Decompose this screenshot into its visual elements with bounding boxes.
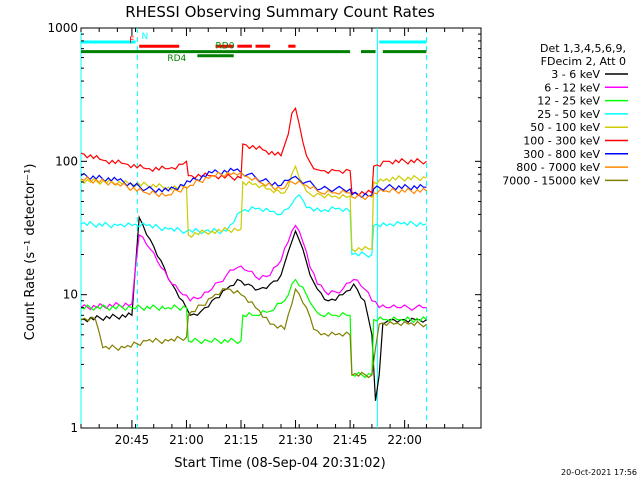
x-tick-label: 21:45 [333, 433, 368, 447]
legend-entry-label: 6 - 12 keV [544, 81, 600, 94]
series-line-5 [80, 106, 427, 197]
legend-entry-label: 100 - 300 keV [523, 135, 600, 148]
legend-header: FDecim 2, Att 0 [541, 55, 626, 68]
render-timestamp: 20-Oct-2021 17:56 [561, 468, 637, 477]
x-tick-label: 21:30 [278, 433, 313, 447]
flag-label-f: F [129, 36, 134, 46]
legend-entry-label: 800 - 7000 keV [516, 161, 600, 174]
legend-header: Det 1,3,4,5,6,9, [540, 42, 626, 55]
x-axis: 20:45 21:00 21:15 21:30 21:45 22:00 [80, 28, 482, 447]
legend-entry-label: 3 - 6 keV [551, 68, 600, 81]
legend-entry-label: 12 - 25 keV [537, 95, 600, 108]
legend-entry-label: 25 - 50 keV [537, 108, 600, 121]
x-tick-label: 22:00 [387, 433, 422, 447]
y-tick-label: 1 [70, 421, 78, 435]
series-line-2 [80, 278, 427, 379]
x-axis-label: Start Time (08-Sep-04 20:31:02) [174, 456, 385, 471]
y-tick-label: 1000 [47, 21, 78, 35]
series-line-6 [80, 167, 427, 199]
chart-title: RHESSI Observing Summary Count Rates [125, 3, 435, 21]
y-tick-label: 100 [55, 154, 78, 168]
x-tick-label: 20:45 [115, 433, 150, 447]
x-tick-label: 21:15 [224, 433, 259, 447]
flag-label-n: N [142, 32, 149, 42]
series-line-1 [80, 224, 427, 311]
y-axis: 1 10 100 1000 [47, 21, 481, 435]
series-lines [80, 106, 427, 401]
plot-border [80, 27, 482, 429]
y-tick-label: 10 [63, 288, 78, 302]
y-axis-label: Count Rate (s⁻¹ detector⁻¹) [23, 164, 38, 341]
series-line-8 [80, 287, 427, 379]
series-line-3 [80, 194, 427, 258]
plot-frame [80, 27, 482, 429]
legend: Det 1,3,4,5,6,9,FDecim 2, Att 03 - 6 keV… [502, 42, 628, 187]
series-line-0 [80, 215, 427, 401]
observing-flags: NF RD0 RD4 [81, 32, 427, 64]
legend-entry-label: 300 - 800 keV [523, 148, 600, 161]
flag-label-rd0: RD0 [216, 42, 235, 52]
flag-label-rd4: RD4 [167, 54, 186, 64]
legend-entry-label: 7000 - 15000 keV [502, 174, 600, 187]
legend-entry-label: 50 - 100 keV [530, 121, 600, 134]
x-tick-label: 21:00 [169, 433, 204, 447]
series-line-7 [80, 171, 427, 201]
